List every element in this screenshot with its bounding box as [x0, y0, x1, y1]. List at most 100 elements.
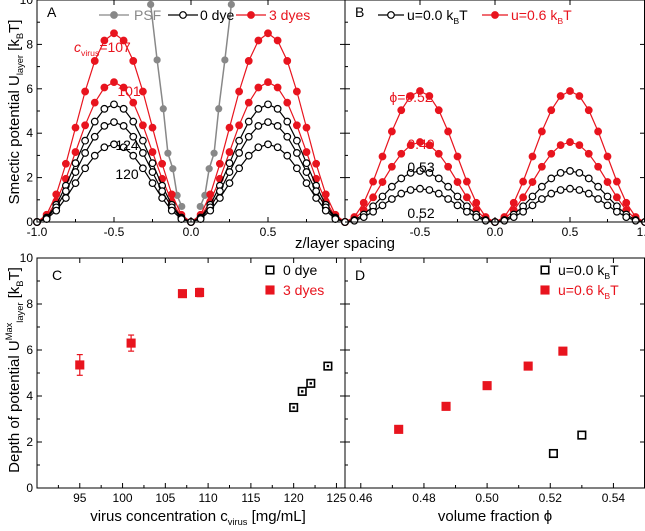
data-point	[523, 361, 533, 371]
curve-b-1-point	[462, 193, 471, 202]
curve-b-0-point	[472, 198, 481, 207]
curve-b-0-point	[547, 106, 556, 115]
curve-b-3-point	[547, 189, 556, 198]
curve-b-1-line	[344, 141, 645, 223]
curve-a-0-point	[225, 123, 234, 132]
x-tick-label: 115	[241, 491, 260, 505]
curve-b-0-point	[537, 127, 546, 136]
data-point	[577, 430, 587, 440]
curve-b-3-point	[500, 216, 509, 225]
curve-b-0-point	[359, 198, 368, 207]
curve-a-4-point	[206, 206, 215, 215]
legend-c-marker	[265, 265, 275, 275]
curve-a-3-point	[225, 168, 234, 176]
curve-a-0-point	[129, 57, 138, 65]
curve-a-1-point	[90, 98, 99, 107]
curve-a-3-point	[254, 122, 263, 130]
curve-b-3-point	[537, 195, 546, 203]
curve-b-0-point	[416, 87, 424, 95]
curve-a-0-point	[81, 87, 90, 96]
curve-b-3-point	[481, 216, 490, 225]
curve-a-0-point	[71, 123, 80, 132]
x-tick-label: -1.0	[27, 225, 48, 239]
curve-a-0-point	[283, 57, 292, 65]
curve-b-3-point	[631, 216, 640, 225]
curve-b-0-point	[622, 198, 631, 207]
curve-b-3-point	[575, 186, 584, 194]
data-point	[177, 289, 187, 299]
curve-a-3-point	[119, 122, 128, 130]
series-c-0dye	[289, 361, 333, 413]
curve-a-4-point	[254, 143, 263, 152]
curve-a-1-point	[302, 148, 311, 156]
curve-b-3-point	[519, 207, 528, 216]
x-tick-label: 0.5	[562, 225, 579, 239]
legend-a-label: 3 dyes	[269, 7, 310, 23]
curve-b-1-point	[603, 178, 612, 186]
panel-label-b: B	[355, 4, 364, 20]
psf-point	[196, 202, 204, 211]
x-tick-label: -0.5	[104, 225, 125, 239]
data-point-dot	[326, 364, 330, 368]
curve-b-1-point	[584, 149, 593, 158]
psf-series	[147, 0, 235, 211]
x-tick-label: 105	[155, 491, 175, 505]
curve-a-0-point	[90, 57, 99, 65]
curve-a-2-point	[90, 117, 99, 126]
legend-d-label: u=0.6 kBT	[558, 282, 619, 301]
series-label-b-2: 0.53	[407, 159, 434, 175]
curve-b-3-point	[566, 184, 574, 193]
curve-b-2-point	[547, 174, 556, 183]
curve-b-1-point	[378, 178, 387, 186]
series-label-a-0: cvirus=107	[74, 39, 131, 58]
curve-a-1-point	[129, 98, 138, 107]
curve-a-4	[33, 140, 349, 226]
legend-b-marker	[491, 11, 499, 19]
curve-a-1-point	[273, 83, 282, 92]
x-tick-label: 100	[113, 491, 133, 505]
legend-a-marker	[247, 11, 255, 19]
curve-b-0-point	[584, 106, 593, 115]
curve-a-4-point	[71, 179, 80, 188]
curve-a-0-point	[138, 87, 147, 96]
psf-point	[178, 202, 186, 211]
curve-a-0-point	[292, 87, 301, 96]
x-tick-label: 120	[284, 491, 304, 505]
curve-a-4-point	[283, 151, 292, 160]
curve-b-1-point	[612, 193, 621, 202]
curve-b-0-point	[406, 92, 415, 100]
curve-b-2-point	[528, 192, 537, 201]
curve-a-4-point	[110, 140, 118, 149]
curve-a-4-point	[215, 194, 224, 202]
curve-a-2-point	[273, 104, 282, 113]
psf-point	[210, 149, 218, 157]
curve-a-2-point	[264, 100, 272, 109]
curve-b-0-point	[378, 152, 387, 161]
curve-b-1-point	[594, 162, 603, 171]
curve-a-2-point	[302, 159, 311, 168]
series-c-3dyes	[75, 287, 205, 376]
curve-a-1-point	[100, 83, 109, 92]
psf-point	[205, 165, 213, 173]
curve-a-3-point	[148, 168, 157, 176]
curve-b-0-point	[444, 127, 453, 136]
curve-a-2-point	[110, 100, 118, 109]
curve-a-1-point	[283, 98, 292, 107]
curve-a-4-point	[129, 151, 138, 160]
curve-b-2-point	[453, 192, 462, 201]
curve-b-1-point	[444, 162, 453, 171]
legend-c-label: 0 dye	[283, 262, 317, 278]
curve-a-3-point	[90, 132, 99, 141]
curve-a-3-point	[110, 118, 118, 126]
curve-b-1-point	[547, 149, 556, 158]
curve-b-1-point	[369, 193, 378, 202]
curve-a-1-point	[254, 83, 263, 92]
curve-b-3-point	[612, 207, 621, 216]
curve-a-0-point	[312, 159, 321, 168]
curve-b-2-point	[378, 192, 387, 201]
curve-b-1-point	[416, 138, 424, 146]
x-tick-label: 0.5	[260, 225, 277, 239]
psf-point	[164, 149, 172, 157]
curve-a-4-point	[312, 194, 321, 202]
